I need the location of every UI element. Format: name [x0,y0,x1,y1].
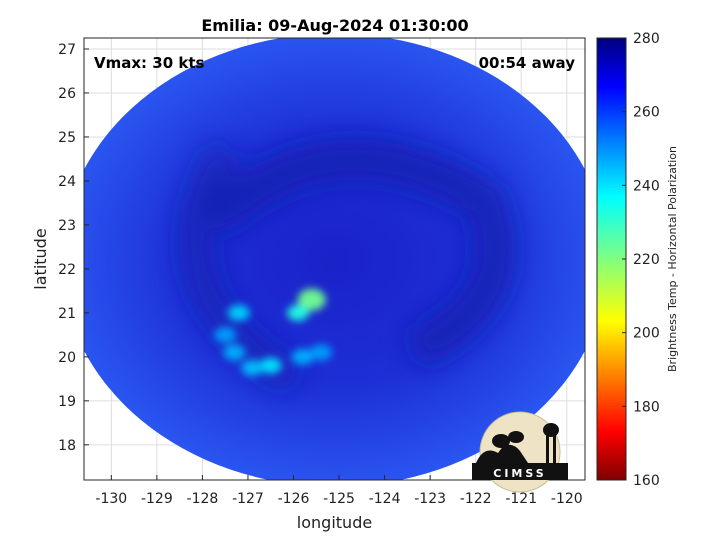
chart-title: Emilia: 09-Aug-2024 01:30:00 [201,16,468,35]
y-tick-label: 22 [58,262,76,278]
x-tick-label: -129 [141,491,173,507]
x-axis-ticks: -130 -129 -128 -127 -126 -125 -124 -123 -122 -121… [95,475,583,507]
colorbar-tick-label: 180 [633,399,660,415]
x-tick-label: -121 [505,491,537,507]
y-tick-label: 20 [58,350,76,366]
time-away-annotation: 00:54 away [479,54,576,72]
y-axis-label: latitude [31,228,50,289]
y-tick-label: 24 [58,174,76,190]
x-tick-label: -130 [95,491,127,507]
y-tick-label: 26 [58,86,76,102]
colorbar-tick-label: 240 [633,178,660,194]
x-tick-label: -120 [551,491,583,507]
convective-feature [227,304,250,321]
cimss-logo: CIMSS [472,411,568,493]
convective-feature [291,348,314,365]
x-tick-label: -128 [187,491,219,507]
convective-feature [309,344,332,361]
convective-features [214,288,332,376]
colorbar-tick-label: 220 [633,252,660,268]
colorbar: 160 180 200 220 240 260 280 Brightness Temp - … [596,31,679,489]
colorbar-tick-label: 200 [633,326,660,342]
colorbar-tick-label: 280 [633,31,660,47]
x-tick-label: -127 [232,491,264,507]
colorbar-ticks: 160 180 200 220 240 260 280 [622,31,660,489]
colorbar-gradient [596,37,627,481]
x-tick-label: -126 [278,491,310,507]
vmax-annotation: Vmax: 30 kts [94,54,204,72]
convective-feature [297,288,326,311]
rain-bands [179,139,516,395]
x-axis-label: longitude [297,513,372,532]
cimss-logo-text: CIMSS [493,467,546,480]
rain-band [179,141,304,395]
plot-frame [83,37,586,481]
y-tick-label: 27 [58,42,76,58]
rain-band [200,139,516,369]
convective-feature [223,344,246,361]
y-tick-label: 23 [58,218,76,234]
colorbar-tick-label: 160 [633,473,660,489]
y-tick-label: 25 [58,130,76,146]
y-axis-ticks: 18 19 20 21 22 23 24 25 26 27 [58,42,89,454]
convective-feature [259,357,282,374]
plot-area: -130 -129 -128 -127 -126 -125 -124 -123 -122 -121… [58,37,586,507]
x-tick-label: -124 [369,491,401,507]
convective-feature [214,326,237,343]
convective-feature [241,359,264,376]
colorbar-label: Brightness Temp - Horizontal Polarizatio… [666,146,679,372]
colorbar-tick-label: 260 [633,105,660,121]
convective-feature [287,304,310,321]
y-tick-label: 21 [58,306,76,322]
x-tick-label: -123 [414,491,446,507]
x-tick-label: -125 [323,491,355,507]
y-tick-label: 18 [58,438,76,454]
x-tick-label: -122 [460,491,492,507]
y-tick-label: 19 [58,394,76,410]
